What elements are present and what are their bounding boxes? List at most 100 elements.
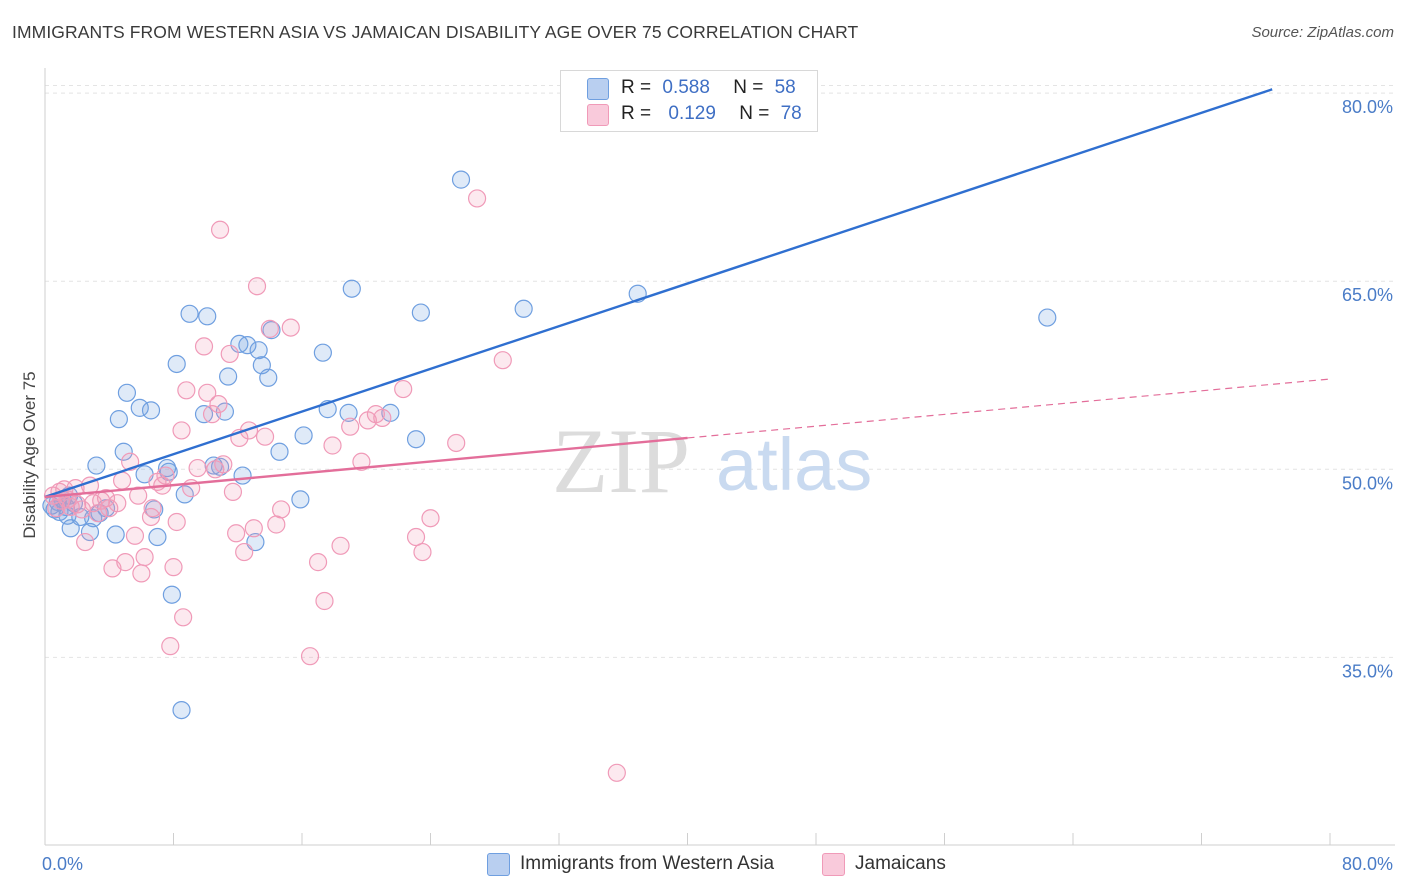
point-jamaican — [223, 482, 243, 501]
point-western-asia — [339, 403, 358, 422]
point-jamaican — [198, 383, 217, 402]
x-tick-label: 80.0% — [1342, 854, 1393, 874]
x-tick-label: 0.0% — [42, 854, 83, 874]
point-western-asia — [1038, 308, 1057, 327]
source-label: Source: ZipAtlas.com — [1251, 24, 1394, 41]
point-jamaican — [300, 647, 320, 666]
legend-n-label: N = — [733, 77, 764, 98]
point-western-asia — [172, 700, 191, 720]
point-western-asia — [87, 456, 106, 475]
point-jamaican — [135, 547, 154, 567]
watermark: ZIP atlas — [552, 410, 872, 512]
point-jamaican — [493, 351, 512, 370]
y-axis-label: Disability Age Over 75 — [20, 371, 39, 538]
point-western-asia — [259, 368, 278, 387]
point-western-asia — [114, 442, 133, 461]
point-jamaican — [210, 220, 230, 239]
point-western-asia — [80, 522, 100, 542]
point-western-asia — [109, 410, 128, 429]
point-jamaican — [177, 381, 196, 400]
point-jamaican — [164, 558, 183, 577]
point-western-asia — [210, 457, 230, 476]
point-western-asia — [342, 279, 361, 298]
point-western-asia — [294, 426, 313, 445]
point-western-asia — [219, 367, 238, 386]
point-western-asia — [117, 383, 137, 402]
point-jamaican — [174, 608, 193, 627]
point-jamaican — [272, 500, 291, 519]
point-jamaican — [413, 542, 432, 562]
point-western-asia — [313, 343, 332, 362]
point-western-asia — [411, 303, 430, 322]
point-jamaican — [129, 486, 148, 505]
y-tick-label: 65.0% — [1342, 285, 1393, 305]
point-jamaican — [194, 337, 214, 356]
point-jamaican — [421, 509, 440, 528]
point-jamaican — [132, 564, 151, 583]
point-jamaican — [167, 512, 186, 532]
bottom-legend-label-western-asia: Immigrants from Western Asia — [520, 853, 775, 874]
point-jamaican — [352, 452, 371, 471]
point-jamaican — [260, 319, 279, 338]
axes — [44, 68, 1395, 846]
point-jamaican — [209, 394, 228, 414]
chart-title: IMMIGRANTS FROM WESTERN ASIA VS JAMAICAN… — [12, 22, 859, 42]
point-jamaican — [143, 499, 162, 518]
point-western-asia — [233, 466, 252, 485]
point-jamaican — [112, 471, 132, 490]
point-western-asia — [270, 442, 289, 461]
legend-n-label: N = — [739, 103, 770, 124]
point-jamaican — [235, 542, 254, 562]
point-western-asia — [291, 490, 310, 509]
point-jamaican — [607, 763, 626, 782]
point-western-asia — [180, 304, 199, 323]
legend-r-label: R = — [621, 77, 652, 98]
bottom-legend-swatch-pink — [822, 853, 845, 876]
point-jamaican — [331, 536, 350, 555]
point-jamaican — [244, 519, 263, 538]
point-jamaican — [373, 408, 392, 427]
point-jamaican — [323, 436, 342, 455]
point-jamaican — [68, 495, 87, 514]
point-jamaican — [467, 189, 487, 208]
point-western-asia — [130, 398, 149, 417]
point-western-asia — [238, 336, 257, 355]
trendline-western-asia — [44, 88, 1273, 499]
bottom-legend-swatch-blue — [487, 853, 510, 876]
legend-n-value: 58 — [774, 77, 796, 98]
point-western-asia — [162, 585, 181, 604]
point-jamaican — [125, 526, 145, 545]
trendline-jamaican — [44, 436, 688, 499]
point-western-asia — [167, 354, 186, 374]
point-jamaican — [406, 527, 426, 547]
point-jamaican — [315, 591, 334, 611]
point-jamaican — [281, 318, 300, 337]
point-jamaican — [247, 277, 267, 296]
point-jamaican — [220, 344, 239, 364]
point-jamaican — [255, 427, 275, 446]
watermark-atlas: atlas — [716, 423, 872, 506]
point-jamaican — [161, 637, 180, 656]
point-western-asia — [514, 299, 533, 318]
point-jamaican — [108, 494, 127, 513]
point-jamaican — [188, 458, 207, 478]
point-jamaican — [267, 515, 286, 534]
point-jamaican — [308, 553, 328, 572]
legend-n-value: 78 — [780, 103, 802, 124]
point-jamaican — [447, 433, 466, 453]
y-tick-label: 50.0% — [1342, 473, 1393, 493]
point-jamaican — [172, 421, 191, 440]
grid-lines — [45, 85, 1395, 658]
point-jamaican — [341, 417, 360, 436]
point-jamaican — [96, 489, 116, 508]
point-western-asia — [451, 170, 471, 189]
bottom-legend-label-jamaicans: Jamaicans — [855, 853, 946, 874]
point-western-asia — [148, 527, 167, 547]
stats-legend: R = 0.588 N = 58 R = 0.129 N = 78 — [560, 70, 818, 132]
point-jamaican — [116, 553, 135, 572]
point-jamaican — [394, 379, 413, 399]
point-western-asia — [106, 525, 125, 544]
y-tick-label: 80.0% — [1342, 97, 1393, 117]
point-jamaican — [227, 524, 246, 543]
